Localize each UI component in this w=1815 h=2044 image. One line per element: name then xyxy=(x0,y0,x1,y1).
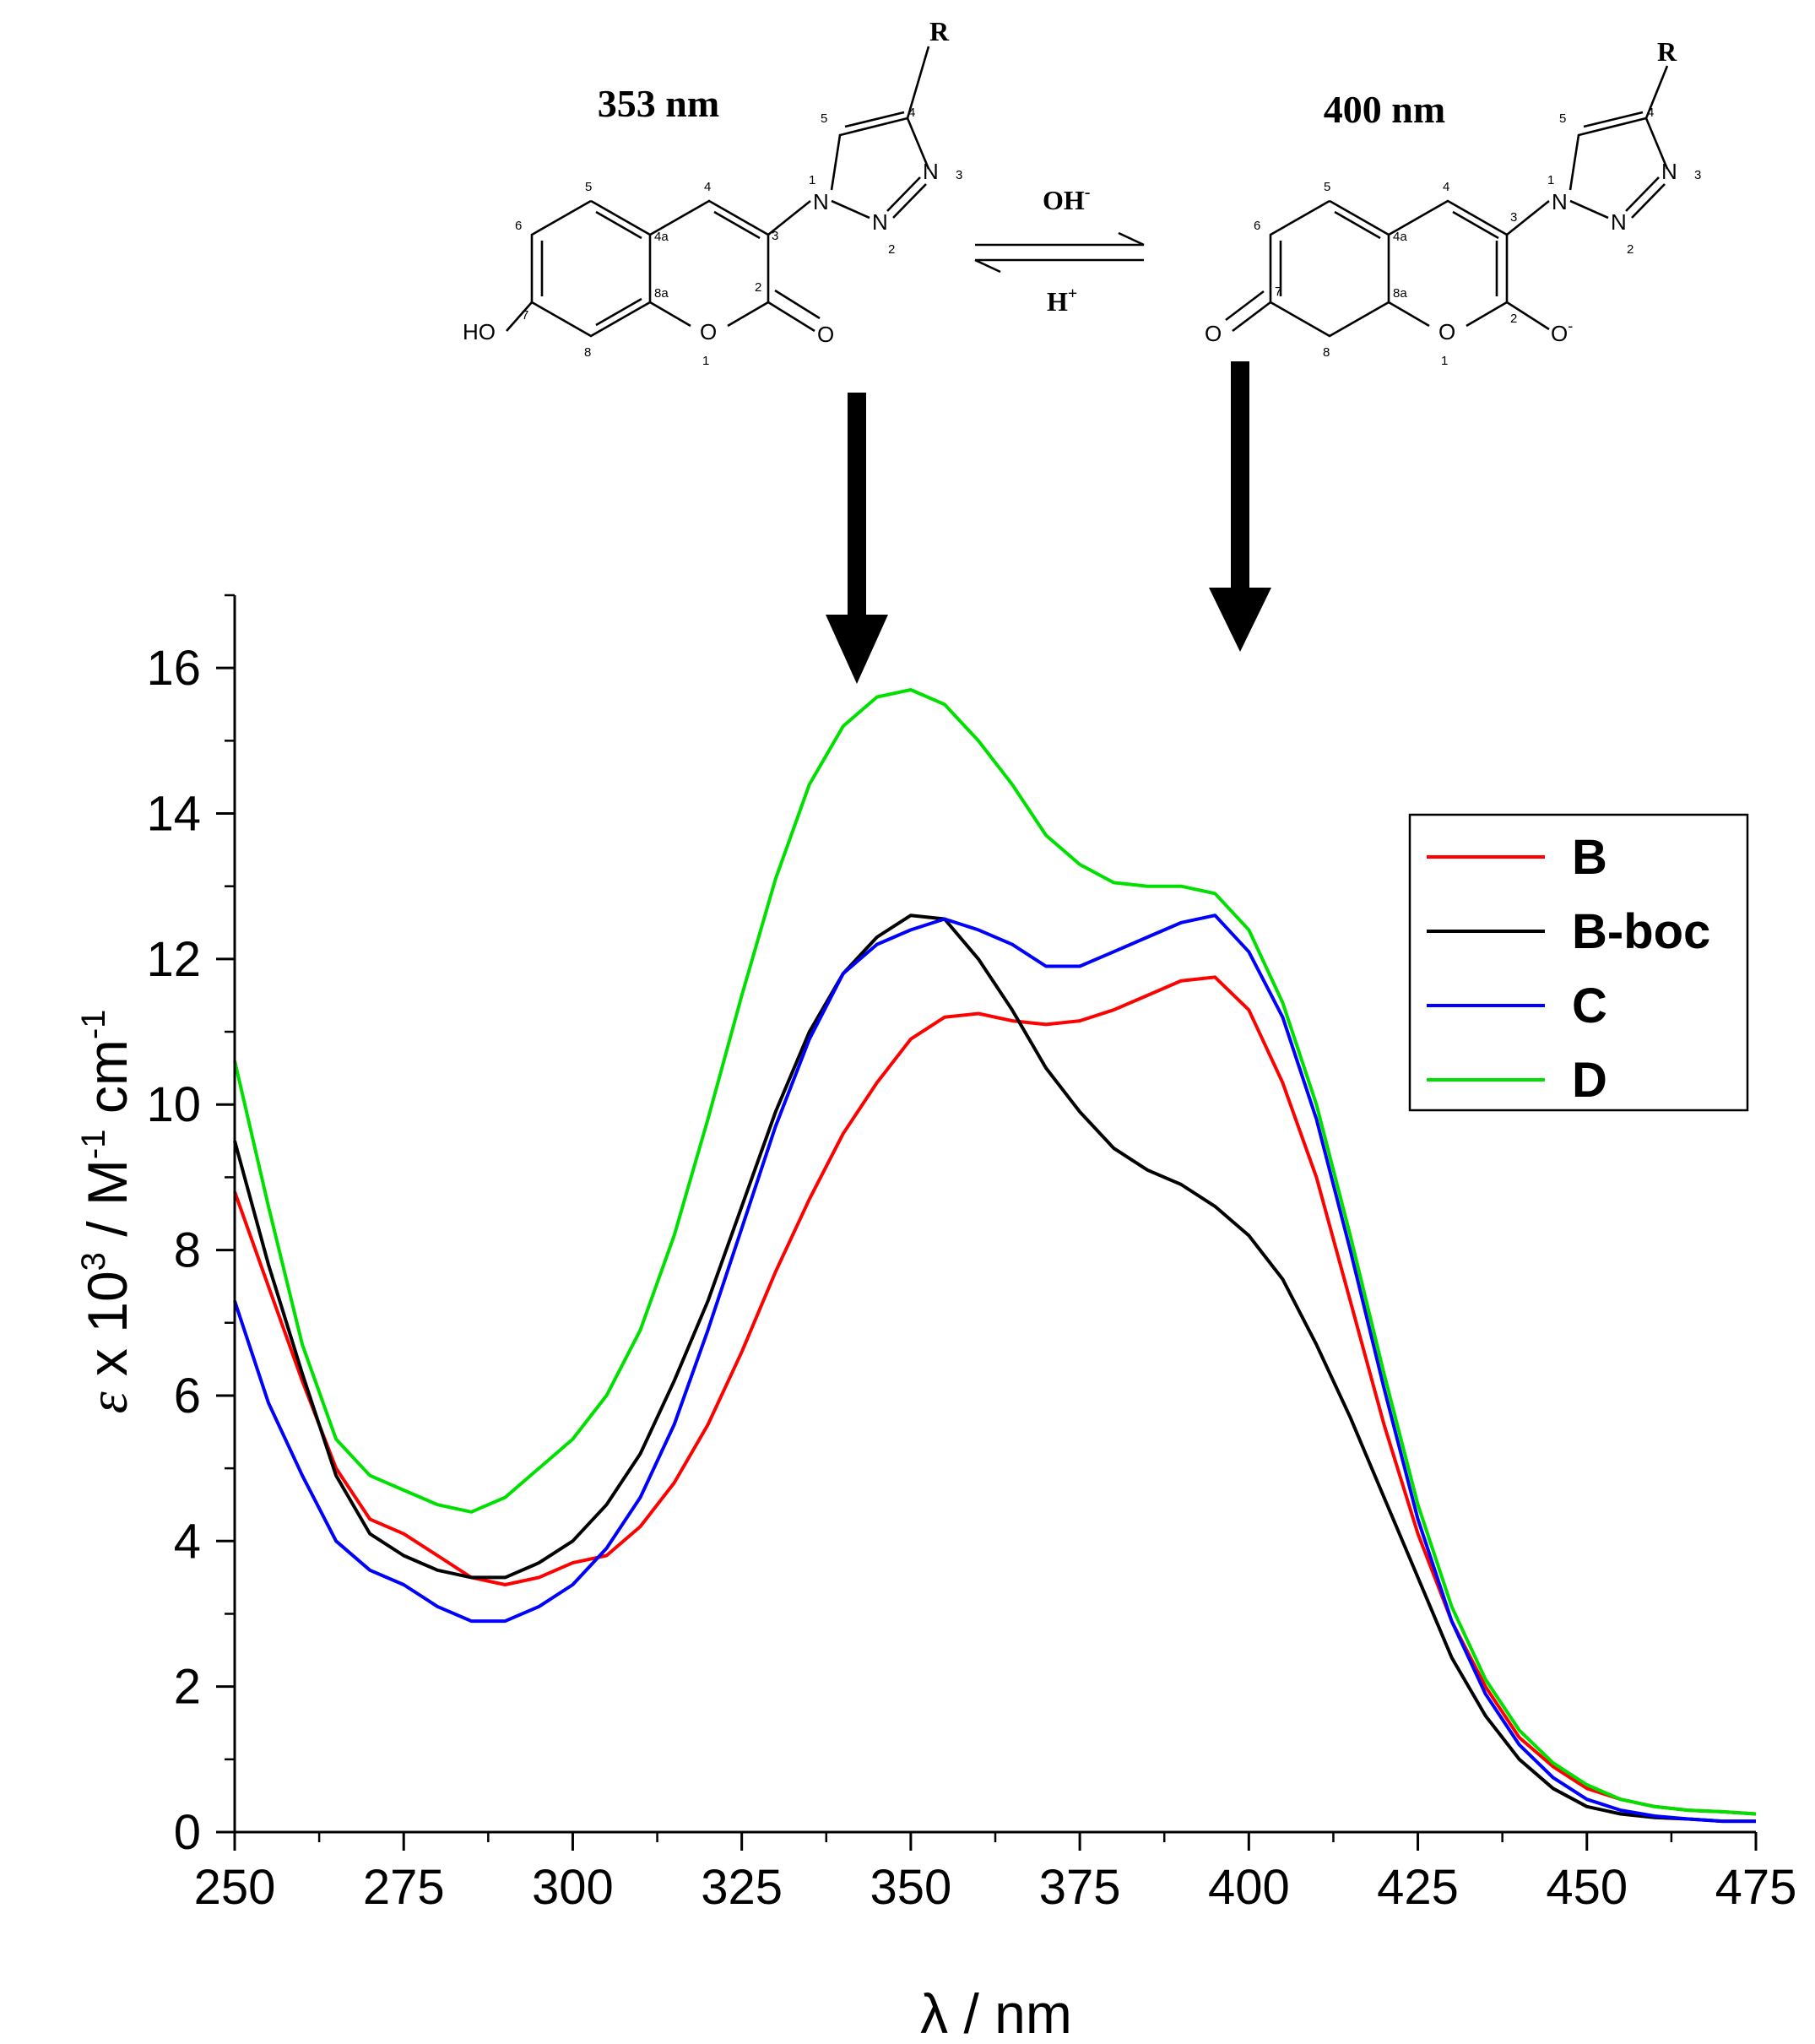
x-axis-title: λ / nm xyxy=(920,1982,1072,2044)
legend: B B-boc CD xyxy=(1408,813,1749,1112)
y-tick-label: 14 xyxy=(146,787,201,842)
y-axis-tick-labels: 0 2 4 6 8 10 12 14 16 xyxy=(146,641,201,1860)
right-phenoxide-o-label: O- xyxy=(1551,317,1573,346)
reaction-scheme: 353 nm 400 nm xyxy=(463,16,1701,684)
series-line-b-boc xyxy=(233,914,1756,1824)
left-r-label: R xyxy=(929,16,950,46)
x-axis-ticks xyxy=(233,1832,1758,1851)
x-tick-label: 450 xyxy=(1546,1860,1628,1915)
y-tick-label: 10 xyxy=(146,1077,201,1132)
legend-label-b: B xyxy=(1572,830,1607,885)
legend-label-c: C xyxy=(1572,979,1607,1033)
right-keto-o-label: O xyxy=(1205,321,1222,346)
right-locant-8a: 8a xyxy=(1393,286,1407,301)
right-triazole-locant-2: 2 xyxy=(1627,242,1634,257)
left-triazole-locant-2: 2 xyxy=(888,242,895,257)
right-n3-label: N xyxy=(1661,159,1677,184)
right-locant-3: 3 xyxy=(1510,210,1517,225)
y-tick-label: 6 xyxy=(174,1369,201,1423)
y-tick-label: 8 xyxy=(174,1223,201,1278)
series-line-b xyxy=(233,975,1757,1816)
left-locant-4a: 4a xyxy=(654,230,669,244)
base-reagent-label: OH- xyxy=(1043,183,1090,215)
legend-items: B B-boc CD xyxy=(1427,830,1710,1108)
right-triazole-locant-5: 5 xyxy=(1559,111,1566,126)
x-tick-label: 325 xyxy=(701,1860,783,1915)
left-triazole-locant-4: 4 xyxy=(908,106,915,120)
y-axis-title: ε x 103 / M-1 cm-1 xyxy=(75,1010,139,1414)
right-n2-label: N xyxy=(1611,209,1627,235)
x-tick-label: 275 xyxy=(363,1860,445,1915)
left-n3-label: N xyxy=(923,159,939,184)
right-molecule: O O- O N N N R 1 2 3 4 4a 5 6 7 8 8a 1 2… xyxy=(1205,36,1701,368)
left-locant-5: 5 xyxy=(585,180,592,194)
right-triazole-locant-3: 3 xyxy=(1694,168,1701,182)
left-locant-7: 7 xyxy=(522,308,528,323)
right-locant-8: 8 xyxy=(1323,345,1330,360)
x-tick-label: 400 xyxy=(1208,1860,1290,1915)
left-locant-1: 1 xyxy=(702,354,709,368)
right-locant-2: 2 xyxy=(1510,312,1517,326)
left-locant-4: 4 xyxy=(704,180,711,194)
y-tick-label: 12 xyxy=(146,932,201,987)
y-tick-label: 16 xyxy=(146,641,201,696)
left-locant-6: 6 xyxy=(515,219,522,233)
left-molecule: HO O O N N N R 1 2 3 4 4a 5 6 7 8 8a 1 2… xyxy=(463,16,962,368)
y-tick-label: 4 xyxy=(174,1514,201,1569)
left-n1-label: N xyxy=(813,189,829,214)
right-locant-7: 7 xyxy=(1275,285,1281,299)
x-tick-label: 475 xyxy=(1715,1860,1797,1915)
series-line-c xyxy=(233,914,1756,1824)
left-n2-label: N xyxy=(872,209,888,235)
right-wavelength-label: 400 nm xyxy=(1324,88,1445,131)
right-locant-4a: 4a xyxy=(1393,230,1407,244)
right-locant-6: 6 xyxy=(1254,219,1260,233)
chart: 250 275 300 325 350 375 400 425 450 475 0 2 4 6 8 10 12… xyxy=(75,594,1797,2044)
right-triazole-locant-1: 1 xyxy=(1547,173,1554,187)
left-triazole-locant-5: 5 xyxy=(821,111,827,126)
series-line-d xyxy=(233,688,1757,1816)
left-locant-3: 3 xyxy=(772,229,778,243)
y-tick-label: 2 xyxy=(174,1660,201,1715)
right-ring-o-label: O xyxy=(1438,319,1455,344)
right-locant-5: 5 xyxy=(1324,180,1330,194)
left-locant-8: 8 xyxy=(584,345,591,360)
x-tick-label: 375 xyxy=(1039,1860,1121,1915)
equilibrium-arrows xyxy=(974,231,1145,274)
left-locant-2: 2 xyxy=(755,280,761,295)
arrow-353 xyxy=(826,393,888,684)
right-triazole-locant-4: 4 xyxy=(1647,106,1654,120)
x-tick-label: 250 xyxy=(194,1860,276,1915)
y-tick-label: 0 xyxy=(174,1805,201,1860)
right-r-label: R xyxy=(1657,36,1677,67)
legend-label-b-boc: B-boc xyxy=(1572,904,1710,959)
right-n1-label: N xyxy=(1552,189,1568,214)
left-ring-o-label: O xyxy=(700,319,717,344)
legend-box xyxy=(1408,813,1749,1112)
legend-label-d: D xyxy=(1572,1053,1607,1108)
left-wavelength-label: 353 nm xyxy=(598,82,719,125)
x-tick-label: 425 xyxy=(1377,1860,1459,1915)
left-triazole-locant-3: 3 xyxy=(956,168,962,182)
arrow-400 xyxy=(1209,361,1271,652)
left-locant-8a: 8a xyxy=(654,286,669,301)
left-carbonyl-o-label: O xyxy=(817,322,834,347)
right-locant-1: 1 xyxy=(1441,354,1448,368)
series-lines xyxy=(233,688,1757,1824)
right-locant-4: 4 xyxy=(1443,180,1449,194)
x-axis-tick-labels: 250 275 300 325 350 375 400 425 450 475 xyxy=(194,1860,1797,1915)
left-triazole-locant-1: 1 xyxy=(809,173,815,187)
y-axis-ticks xyxy=(216,594,235,1834)
acid-reagent-label: H+ xyxy=(1047,285,1077,317)
left-hydroxyl-label: HO xyxy=(463,319,496,344)
x-tick-label: 350 xyxy=(870,1860,951,1915)
x-tick-label: 300 xyxy=(532,1860,614,1915)
